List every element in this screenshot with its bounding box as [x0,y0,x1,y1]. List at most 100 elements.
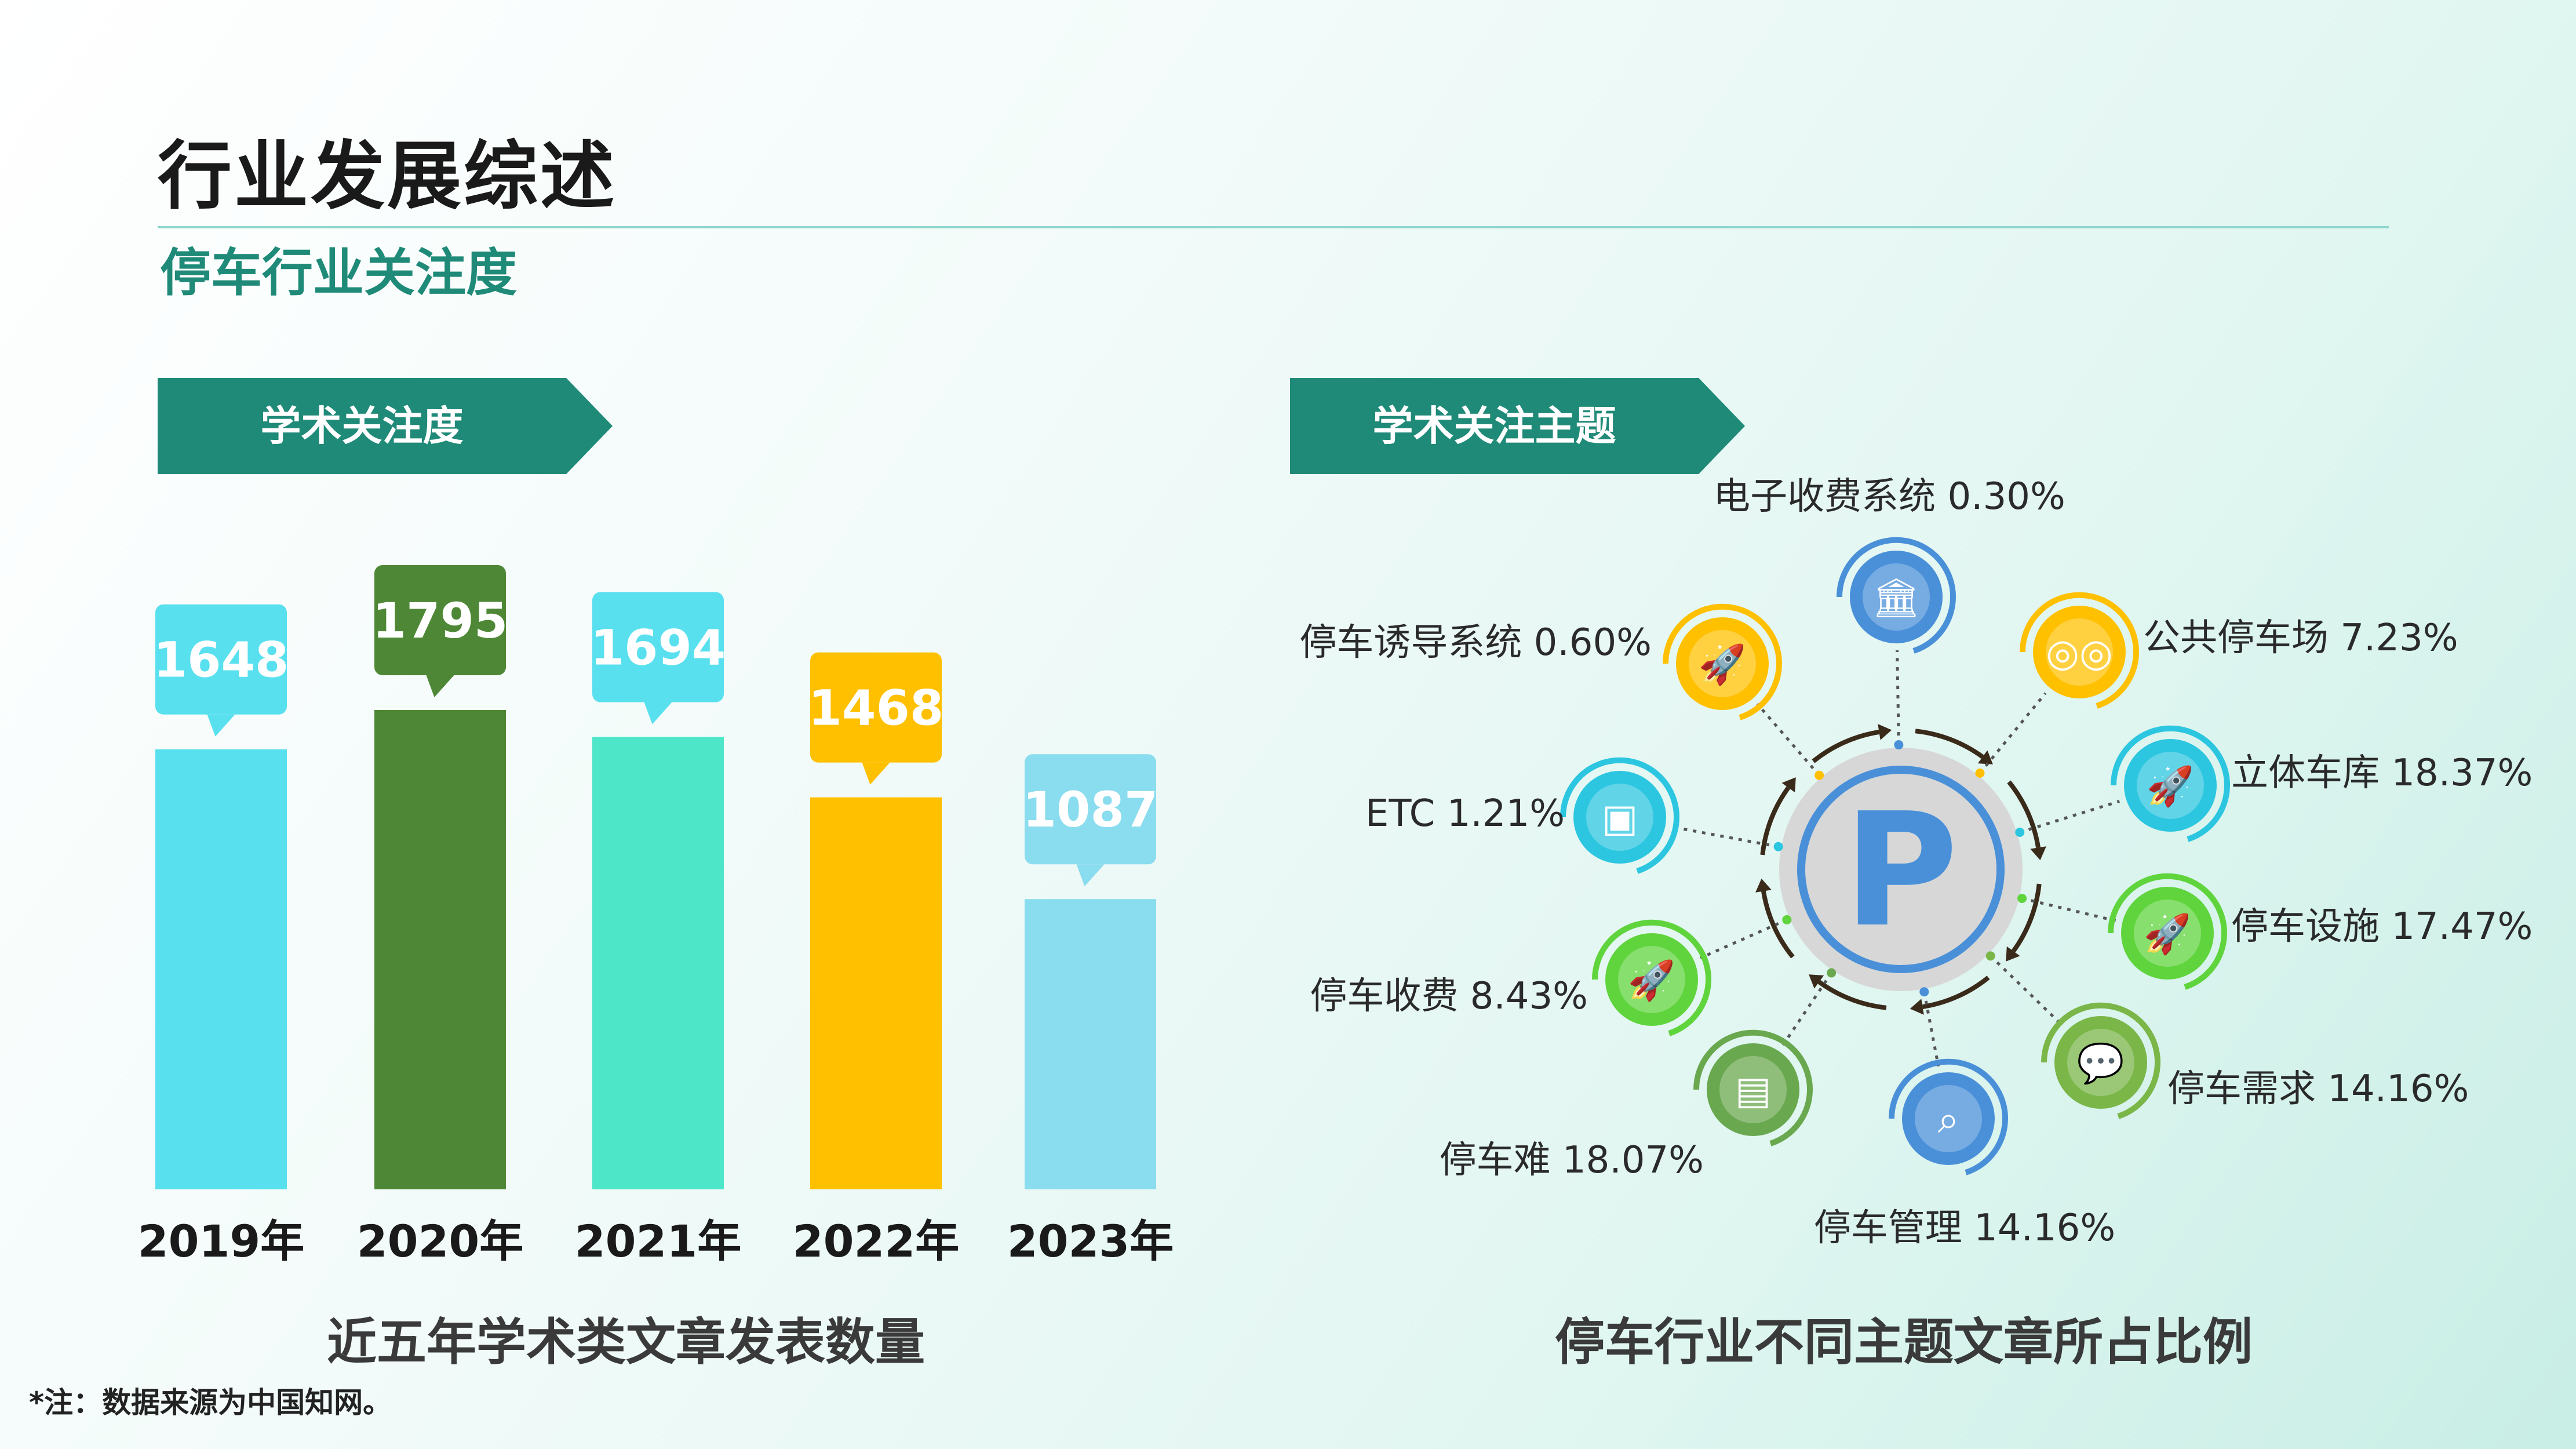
topic-chart-caption: 停车行业不同主题文章所占比例 [1555,1313,2253,1371]
node-inner [1863,563,1930,631]
rocket-icon: 🚀 [1699,642,1746,687]
node-ring [2041,1002,2160,1119]
cycle-arrowhead [1781,777,1796,793]
academic-topics-banner-label: 学术关注主题 [1372,402,1616,450]
node-ring [1888,1058,2008,1175]
connector-dot [1773,842,1783,851]
node-ring [2019,592,2139,709]
topic-label: 停车管理 14.16% [1814,1207,2115,1250]
bar [1025,899,1156,1189]
bar-value-label: 1648 [154,632,289,689]
page-title: 行业发展综述 [158,133,617,220]
cycle-arrowhead [2030,846,2046,861]
rocket-icon: 🚀 [2147,764,2194,809]
node-disc [2121,887,2214,980]
node-ring [1560,757,1679,874]
connector-dot [2017,894,2027,904]
topic-label: ETC 1.21% [1365,792,1565,835]
parking-icon-ring [1797,766,2005,973]
bank-icon: 🏛 [1872,576,1921,620]
node-disc [1902,1072,1995,1165]
cycle-arrow [2011,883,2042,953]
node-disc [1676,617,1769,710]
cycle-arrow [1812,730,1880,763]
bar-label-bubble [1025,754,1156,865]
bar-chart-caption: 近五年学术类文章发表数量 [327,1313,925,1371]
search-icon: ⌕ [1938,1097,1959,1142]
connector-line [1989,955,2064,1026]
bar-value-label: 1087 [1023,781,1158,838]
cycle-arrow [2007,780,2041,849]
title-divider [158,226,2389,228]
node-ring [2110,725,2230,842]
x-tick-label: 2019年 [138,1215,305,1267]
x-tick-label: 2022年 [793,1215,960,1267]
connector-line [2021,897,2116,923]
chat-icon: 💬 [2077,1041,2125,1086]
node-ring [1836,537,1956,654]
connector-dot [1815,770,1824,780]
parking-icon: P [1843,779,1958,962]
node-disc [2033,606,2126,698]
connector-dot [1894,740,1904,750]
node-inner [1618,946,1685,1013]
node-inner [1689,630,1756,697]
x-tick-label: 2023年 [1007,1215,1174,1267]
wallet-icon: ▣ [1602,796,1638,840]
topic-label: 停车需求 14.16% [2167,1068,2469,1111]
node-inner [2134,900,2201,967]
topic-label: 停车设施 17.47% [2231,905,2533,948]
cycle-arrow [1915,729,1984,759]
node-disc [1850,551,1943,643]
node-inner [1586,784,1653,851]
connector-line [1922,991,1940,1067]
node-ring [1693,1029,1813,1146]
rocket-icon: 🚀 [1628,958,1675,1003]
rocket-icon: 🚀 [2144,912,2191,956]
cycle-arrow [1922,975,1990,1009]
connector-line [1700,918,1788,960]
bar [374,710,506,1189]
bar-label-pointer [862,762,890,785]
bar-chart: 1648 2019年 1795 2020年 1694 2021年 1468 2022年 1087… [138,565,1174,1267]
topic-chart: P 🏛 电子收费系统 0.30% ◎◎ 公共停车场 7.23% 🚀 立体车库 18.37% 🚀… [1299,475,2533,1250]
cycle-arrow [1761,890,1795,959]
connector-dot [1919,987,1929,997]
topic-label: 电子收费系统 0.30% [1713,475,2065,518]
node-inner [2137,752,2204,819]
connector-line [1896,650,1900,745]
topic-label: 停车难 18.07% [1440,1139,1704,1182]
ticket-icon: ▤ [1735,1068,1771,1113]
node-ring [1662,603,1782,720]
node-inner [2046,618,2113,686]
tripadvisor-icon: ◎◎ [2046,631,2112,675]
bar-label-bubble [155,604,287,715]
connector-dot [1975,768,1985,778]
bar-label-pointer [644,702,672,724]
connector-dot [2015,827,2025,837]
connector-line [1979,692,2047,774]
source-note: *注：数据来源为中国知网。 [29,1386,392,1419]
node-inner [1719,1056,1787,1123]
node-disc [1605,933,1698,1026]
academic-attention-banner: 学术关注度 [158,378,613,474]
node-inner [2067,1029,2134,1096]
x-tick-label: 2020年 [357,1215,524,1267]
bar-label-pointer [426,675,454,697]
node-disc [2124,739,2217,832]
node-inner [1915,1085,1982,1152]
node-disc [2054,1016,2147,1109]
bar-value-label: 1795 [373,592,508,649]
cycle-arrowhead [2006,946,2020,962]
connector-line [1756,702,1820,777]
topic-label: 停车收费 8.43% [1310,975,1588,1018]
topic-label: 公共停车场 7.23% [2143,617,2458,660]
bar [155,749,287,1189]
topic-label: 立体车库 18.37% [2231,752,2533,795]
node-disc [1573,771,1666,864]
topic-label: 停车诱导系统 0.60% [1299,621,1652,664]
cycle-arrowhead [1878,724,1892,740]
connector-dot [1985,951,1995,961]
bar-label-bubble [374,565,506,675]
academic-attention-banner-label: 学术关注度 [260,402,464,450]
